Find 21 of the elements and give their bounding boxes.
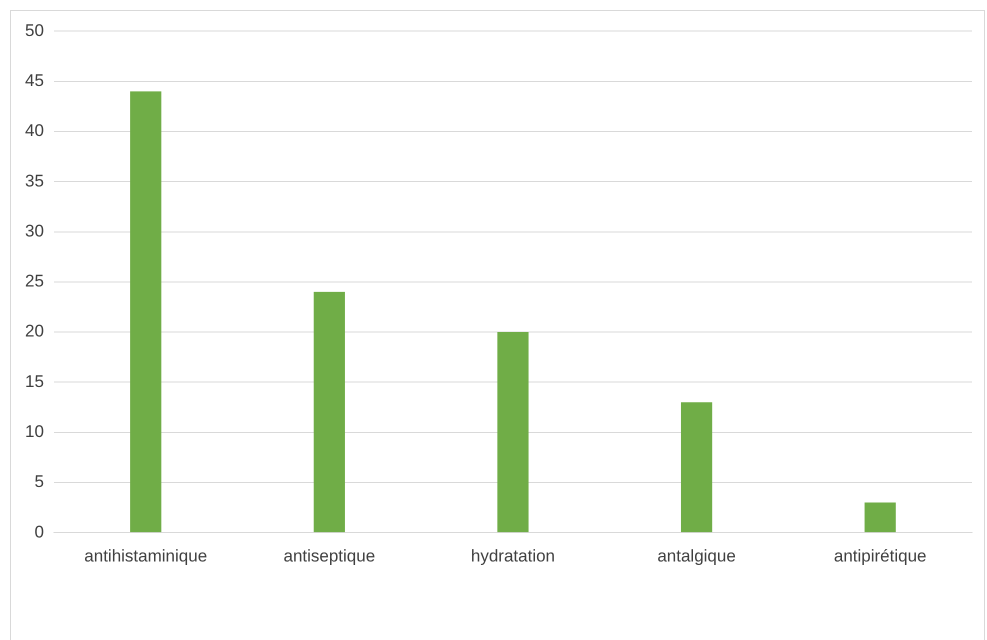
x-tick-label: antihistaminique	[84, 546, 208, 566]
x-tick-label: hydratation	[470, 546, 556, 566]
bar	[864, 502, 896, 532]
y-tick-label: 45	[24, 71, 44, 90]
y-tick-label: 35	[24, 171, 44, 190]
y-tick-label: 25	[24, 272, 44, 291]
bar	[314, 292, 345, 532]
y-tick-label: 40	[24, 121, 44, 140]
y-tick-label: 20	[24, 322, 44, 341]
y-tick-label: 0	[34, 522, 44, 542]
bar	[680, 402, 712, 532]
bar	[130, 91, 162, 532]
x-tick-label: antalgique	[657, 546, 736, 566]
y-tick-label: 50	[24, 20, 44, 40]
y-tick-label: 10	[24, 422, 44, 442]
bar	[497, 332, 529, 532]
x-tick-label: antipirétique	[834, 546, 927, 566]
x-tick-label: antiseptique	[283, 546, 376, 566]
y-tick-label: 15	[24, 372, 44, 391]
y-tick-label: 5	[34, 472, 44, 492]
y-tick-label: 30	[24, 221, 44, 240]
